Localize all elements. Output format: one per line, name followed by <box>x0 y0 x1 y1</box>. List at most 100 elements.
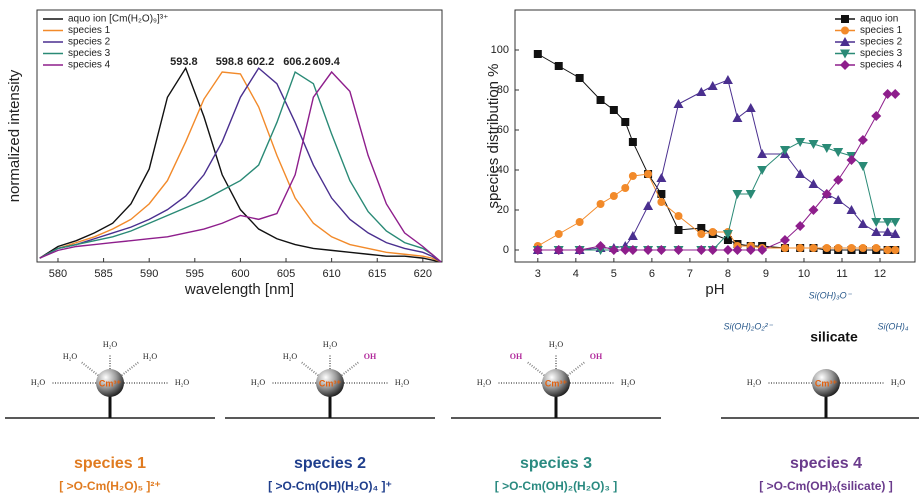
peak-label: 598.8 <box>216 56 244 68</box>
silicate-title: silicate <box>810 329 858 345</box>
series-line <box>537 173 896 251</box>
legend-label: species 2 <box>860 37 903 48</box>
marker <box>858 244 867 252</box>
silicate-form: Si(OH)₂O₂²⁻ <box>723 321 773 331</box>
x-axis-label: wavelength [nm] <box>184 281 294 298</box>
marker <box>821 144 832 153</box>
marker <box>871 227 882 236</box>
marker <box>779 146 790 155</box>
marker <box>796 244 805 252</box>
marker <box>822 244 831 252</box>
species-formula: [ >O-Cm(H₂O)₅ ]²⁺ <box>59 479 161 493</box>
legend-marker <box>840 60 850 70</box>
marker <box>891 246 900 254</box>
marker <box>609 192 618 200</box>
y-tick-label: 80 <box>497 84 509 96</box>
peak-label: 602.2 <box>247 56 275 68</box>
cm-label: Cm³⁺ <box>545 378 567 388</box>
species-name: species 2 <box>294 455 366 472</box>
y-axis-label: normalized intensity <box>6 69 23 202</box>
marker <box>745 103 756 112</box>
x-tick-label: 605 <box>277 268 295 280</box>
marker <box>871 218 882 227</box>
x-tick-label: 11 <box>836 268 847 280</box>
marker <box>657 198 666 206</box>
ligand-bond <box>121 361 139 377</box>
marker <box>809 244 818 252</box>
species-name: species 4 <box>790 455 862 472</box>
legend-marker <box>841 15 849 23</box>
marker <box>621 118 630 126</box>
marker <box>707 245 718 255</box>
plot-frame <box>36 9 443 263</box>
x-tick-label: 8 <box>725 268 731 280</box>
ligand-label: H₂O <box>395 378 410 387</box>
marker <box>808 205 819 215</box>
legend-marker <box>840 37 850 46</box>
marker <box>595 241 606 251</box>
marker <box>808 140 819 149</box>
marker <box>890 229 901 238</box>
marker <box>883 246 892 254</box>
x-tick-label: 585 <box>94 268 112 280</box>
marker <box>656 245 667 255</box>
ligand-label: H₂O <box>891 378 906 387</box>
marker <box>857 162 868 171</box>
marker <box>696 87 707 96</box>
marker <box>596 200 605 208</box>
marker <box>872 244 881 252</box>
marker <box>697 224 706 232</box>
marker <box>620 245 631 255</box>
cm-sphere <box>542 369 570 397</box>
marker <box>757 245 768 255</box>
marker <box>657 190 666 198</box>
marker <box>833 195 844 204</box>
marker <box>795 138 806 147</box>
x-tick-label: 10 <box>798 268 810 280</box>
marker <box>834 244 843 252</box>
marker <box>628 172 637 180</box>
marker <box>882 227 893 236</box>
ligand-label: H₂O <box>251 378 266 387</box>
marker <box>673 99 684 108</box>
x-axis-label: pH <box>705 281 724 298</box>
x-tick-label: 610 <box>322 268 340 280</box>
marker <box>643 201 654 210</box>
cm-sphere <box>812 369 840 397</box>
series-line <box>537 53 896 251</box>
marker <box>609 106 618 114</box>
marker <box>575 74 584 82</box>
marker <box>745 245 756 255</box>
marker <box>553 245 564 255</box>
marker <box>696 245 707 255</box>
ligand-bond <box>341 361 359 377</box>
x-tick-label: 620 <box>414 268 432 280</box>
x-tick-label: 7 <box>687 268 693 280</box>
marker <box>779 235 790 245</box>
marker <box>697 230 706 238</box>
x-tick-label: 4 <box>573 268 579 280</box>
marker <box>882 89 893 99</box>
marker <box>821 189 832 199</box>
ligand-label: OH <box>364 352 377 361</box>
ligand-bond <box>81 361 99 377</box>
marker <box>890 89 901 99</box>
x-tick-label: 615 <box>368 268 386 280</box>
marker <box>882 218 893 227</box>
ligand-label: H₂O <box>143 352 158 361</box>
ligand-bond <box>527 361 545 377</box>
marker <box>608 245 619 255</box>
marker <box>643 245 654 255</box>
marker <box>554 62 563 70</box>
series-line <box>537 93 896 251</box>
marker <box>795 221 806 231</box>
legend-label: species 4 <box>860 60 903 71</box>
legend-label: species 3 <box>68 48 111 59</box>
marker <box>574 245 585 255</box>
peak-label: 609.4 <box>312 56 340 68</box>
marker <box>808 179 819 188</box>
y-axis-label: species distribution % <box>485 63 502 208</box>
marker <box>833 175 844 185</box>
x-tick-label: 595 <box>186 268 204 280</box>
species-name: species 1 <box>74 455 146 472</box>
